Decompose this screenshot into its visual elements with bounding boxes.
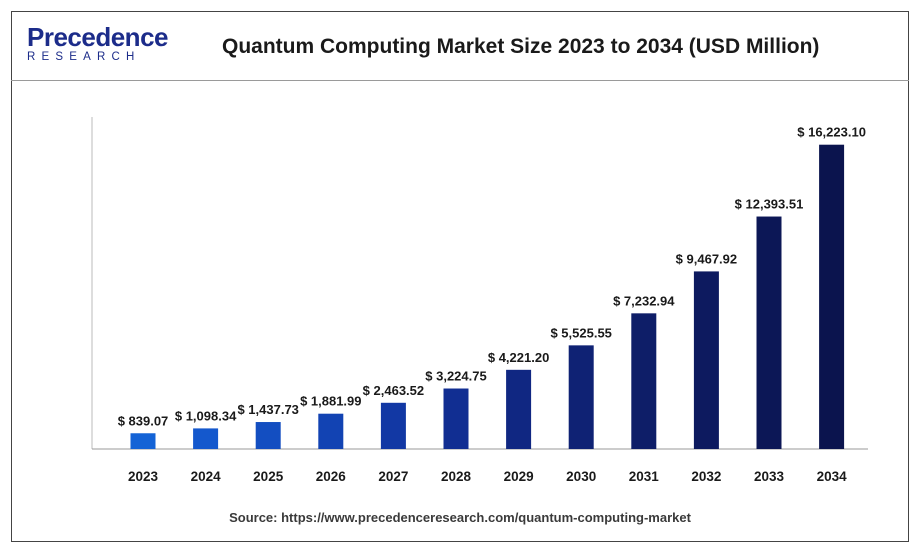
chart-title: Quantum Computing Market Size 2023 to 20… [222,35,820,58]
x-tick-label: 2023 [128,469,159,484]
bar [506,369,532,449]
x-tick-label: 2027 [378,469,408,484]
data-label: $ 16,223.10 [797,125,866,140]
brand-logo: Precedence RESEARCH [27,24,168,63]
bar [255,422,281,449]
bar [318,413,344,449]
x-tick-label: 2032 [691,469,721,484]
x-tick-label: 2028 [441,469,472,484]
bar [568,345,594,449]
data-label: $ 5,525.55 [550,325,611,340]
data-label: $ 3,224.75 [425,369,486,384]
data-label: $ 2,463.52 [363,383,424,398]
bar [130,433,156,449]
bar [193,428,219,449]
data-label: $ 1,881.99 [300,394,361,409]
x-tick-label: 2034 [817,469,848,484]
logo-wordmark: Precedence [27,22,168,52]
data-label: $ 1,437.73 [237,402,298,417]
header-divider [11,80,909,81]
data-label: $ 7,232.94 [613,293,675,308]
x-tick-label: 2031 [629,469,660,484]
source-note: Source: https://www.precedenceresearch.c… [229,510,691,525]
x-tick-label: 2026 [316,469,347,484]
x-tick-label: 2024 [191,469,222,484]
x-tick-label: 2029 [504,469,534,484]
data-label: $ 9,467.92 [676,251,737,266]
data-label: $ 12,393.51 [735,197,804,212]
data-label: $ 839.07 [118,413,169,428]
data-label: $ 1,098.34 [175,408,237,423]
bar [443,388,469,449]
bar [819,144,845,449]
x-tick-label: 2033 [754,469,785,484]
data-label: $ 4,221.20 [488,350,549,365]
bar [631,313,657,449]
bar [380,402,406,449]
bar [756,216,782,449]
logo-subtitle: RESEARCH [27,51,141,63]
bar [693,271,719,449]
x-tick-label: 2030 [566,469,596,484]
x-tick-label: 2025 [253,469,284,484]
